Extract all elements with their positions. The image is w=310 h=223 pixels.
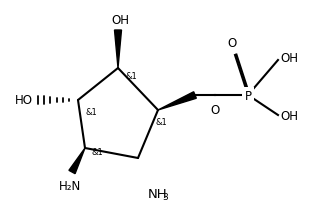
Text: HO: HO xyxy=(15,95,33,107)
Text: NH: NH xyxy=(148,188,168,202)
Text: &1: &1 xyxy=(92,148,104,157)
Text: O: O xyxy=(227,37,237,50)
Polygon shape xyxy=(69,148,85,174)
Text: &1: &1 xyxy=(155,118,167,127)
Text: &1: &1 xyxy=(85,108,97,117)
Text: &1: &1 xyxy=(125,72,137,81)
Text: OH: OH xyxy=(111,14,129,27)
Text: OH: OH xyxy=(280,109,298,122)
Text: OH: OH xyxy=(280,52,298,64)
Polygon shape xyxy=(158,92,196,110)
Text: 3: 3 xyxy=(162,194,168,202)
Text: O: O xyxy=(210,104,219,117)
Text: H₂N: H₂N xyxy=(59,180,81,193)
Polygon shape xyxy=(114,30,122,68)
Text: P: P xyxy=(245,89,251,103)
